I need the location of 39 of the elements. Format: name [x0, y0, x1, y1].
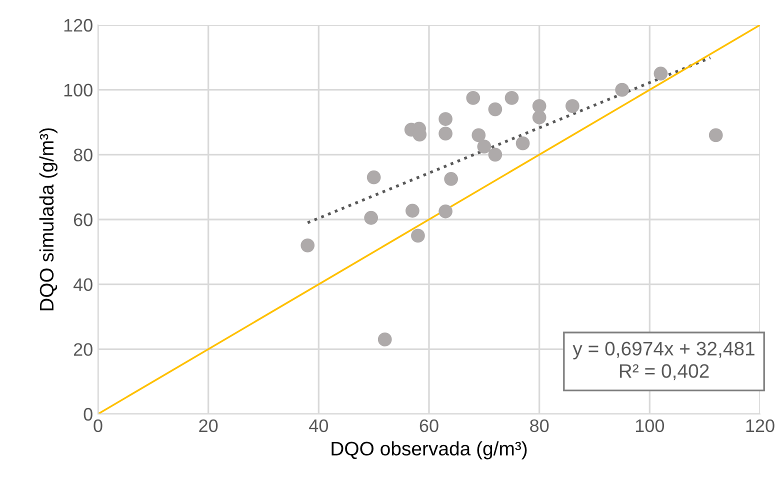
point	[565, 99, 580, 113]
point	[364, 210, 378, 225]
point	[654, 66, 668, 81]
x-axis-title: DQO observada (g/m³)	[332, 441, 527, 460]
y-tick-label: 100	[64, 84, 92, 97]
point	[615, 82, 630, 97]
point	[477, 140, 492, 154]
point	[504, 90, 519, 105]
point	[532, 110, 546, 124]
point	[488, 148, 502, 162]
point	[438, 112, 452, 126]
x-tick-label: 120	[746, 419, 774, 432]
y-axis-title: DQO simulada (g/m³)	[39, 128, 58, 310]
y-tick-label: 0	[84, 408, 92, 421]
y-tick-label: 60	[74, 213, 92, 226]
point	[472, 128, 486, 142]
x-tick-label: 40	[309, 419, 328, 432]
y-tick-label: 40	[73, 278, 92, 292]
point	[438, 204, 452, 218]
point	[516, 136, 530, 150]
point	[378, 332, 392, 346]
point	[300, 238, 315, 252]
x-tick-label: 20	[199, 419, 218, 432]
point	[488, 102, 502, 116]
point	[444, 172, 458, 186]
y-tick-label: 120	[64, 18, 92, 32]
x-tick-label: 100	[636, 419, 664, 432]
point	[366, 170, 381, 184]
y-tick-label: 80	[74, 148, 92, 162]
x-tick-label: 0	[94, 419, 102, 432]
x-tick-label: 60	[420, 419, 438, 432]
point	[708, 128, 723, 142]
annotation: y = 0,6974x + 32,481 R² = 0,402	[572, 342, 754, 380]
point	[466, 90, 480, 105]
point	[438, 126, 452, 141]
y-tick-label: 20	[74, 343, 92, 356]
point	[406, 204, 420, 218]
x-tick-label: 80	[530, 419, 549, 432]
point	[411, 228, 425, 243]
